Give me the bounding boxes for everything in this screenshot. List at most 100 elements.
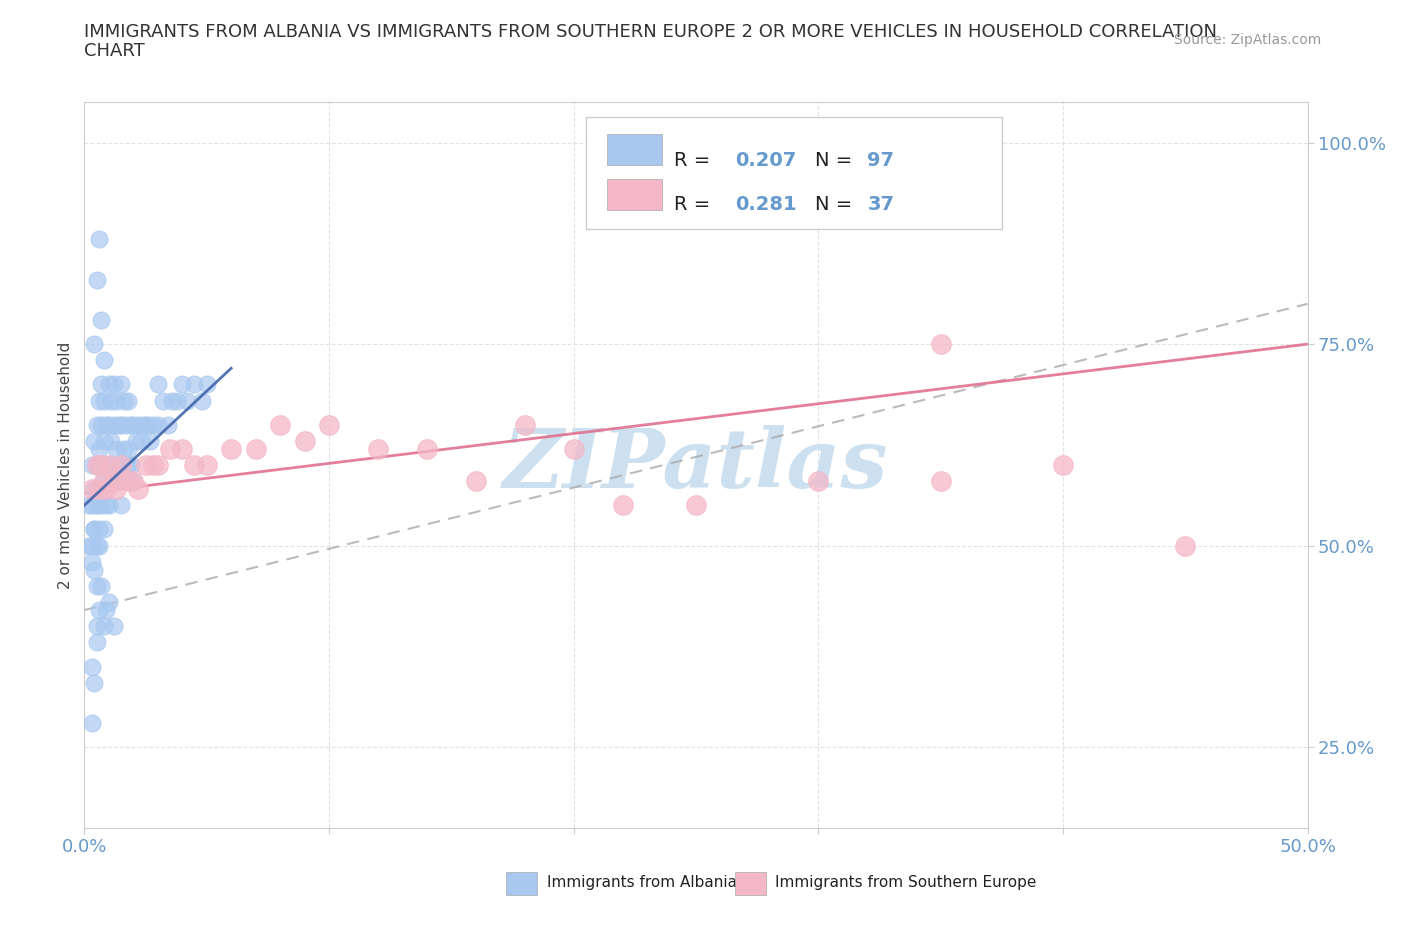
Point	[83, 482, 105, 497]
Point	[103, 418, 125, 432]
Point	[86, 458, 108, 472]
Point	[127, 418, 149, 432]
Point	[80, 554, 103, 569]
Point	[125, 433, 148, 448]
Point	[93, 352, 115, 367]
Point	[93, 393, 115, 408]
Point	[195, 458, 218, 472]
Point	[90, 578, 112, 593]
Point	[685, 498, 707, 512]
Point	[107, 458, 129, 472]
Point	[103, 377, 125, 392]
Point	[96, 418, 118, 432]
Point	[103, 618, 125, 633]
Point	[166, 393, 188, 408]
Point	[83, 563, 105, 578]
Point	[142, 458, 165, 472]
Point	[80, 458, 103, 472]
Point	[135, 418, 157, 432]
Point	[86, 578, 108, 593]
Point	[156, 418, 179, 432]
Point	[132, 418, 155, 432]
Text: Immigrants from Albania: Immigrants from Albania	[547, 874, 737, 890]
Point	[122, 473, 145, 488]
Point	[464, 473, 486, 488]
Point	[97, 458, 120, 472]
Point	[90, 377, 112, 392]
Point	[97, 498, 120, 512]
Point	[90, 458, 112, 472]
Point	[93, 473, 115, 488]
Point	[90, 312, 112, 327]
Point	[86, 498, 108, 512]
Point	[110, 418, 132, 432]
Point	[115, 458, 138, 472]
Point	[110, 458, 132, 472]
Point	[807, 473, 830, 488]
Point	[1174, 538, 1197, 553]
Point	[87, 603, 110, 618]
Point	[191, 393, 214, 408]
Point	[269, 418, 291, 432]
Point	[146, 418, 169, 432]
Point	[513, 418, 536, 432]
Point	[122, 473, 145, 488]
Point	[83, 337, 105, 352]
FancyBboxPatch shape	[506, 872, 537, 896]
Point	[127, 482, 149, 497]
Point	[86, 418, 108, 432]
Text: 37: 37	[868, 195, 894, 214]
Point	[86, 635, 108, 650]
Point	[90, 418, 112, 432]
Point	[93, 522, 115, 537]
Point	[176, 393, 198, 408]
Point	[929, 473, 952, 488]
Y-axis label: 2 or more Vehicles in Household: 2 or more Vehicles in Household	[58, 341, 73, 589]
Point	[142, 418, 165, 432]
Point	[105, 393, 128, 408]
Point	[294, 433, 316, 448]
Point	[97, 458, 120, 472]
Point	[87, 482, 110, 497]
Point	[139, 433, 162, 448]
Point	[117, 473, 139, 488]
Point	[245, 442, 267, 457]
Point	[105, 482, 128, 497]
Point	[112, 442, 135, 457]
Point	[86, 538, 108, 553]
Point	[107, 418, 129, 432]
Text: N =: N =	[814, 195, 858, 214]
Point	[80, 498, 103, 512]
Text: 0.207: 0.207	[735, 151, 796, 170]
Point	[86, 498, 108, 512]
Text: R =: R =	[673, 151, 717, 170]
Point	[219, 442, 242, 457]
Text: Immigrants from Southern Europe: Immigrants from Southern Europe	[776, 874, 1036, 890]
Point	[87, 482, 110, 497]
Point	[93, 433, 115, 448]
Point	[172, 442, 194, 457]
FancyBboxPatch shape	[606, 134, 662, 165]
Point	[83, 522, 105, 537]
Point	[122, 418, 145, 432]
Point	[80, 715, 103, 730]
Point	[117, 442, 139, 457]
Point	[97, 594, 120, 609]
FancyBboxPatch shape	[606, 179, 662, 210]
Point	[90, 458, 112, 472]
Text: R =: R =	[673, 195, 717, 214]
Text: 97: 97	[868, 151, 894, 170]
Point	[77, 538, 100, 553]
Point	[96, 458, 118, 472]
Point	[112, 393, 135, 408]
Point	[93, 473, 115, 488]
Point	[162, 393, 184, 408]
Point	[195, 377, 218, 392]
Point	[87, 538, 110, 553]
Point	[96, 498, 118, 512]
Point	[100, 393, 122, 408]
Point	[183, 377, 205, 392]
Point	[90, 498, 112, 512]
Point	[367, 442, 389, 457]
FancyBboxPatch shape	[586, 117, 1002, 230]
